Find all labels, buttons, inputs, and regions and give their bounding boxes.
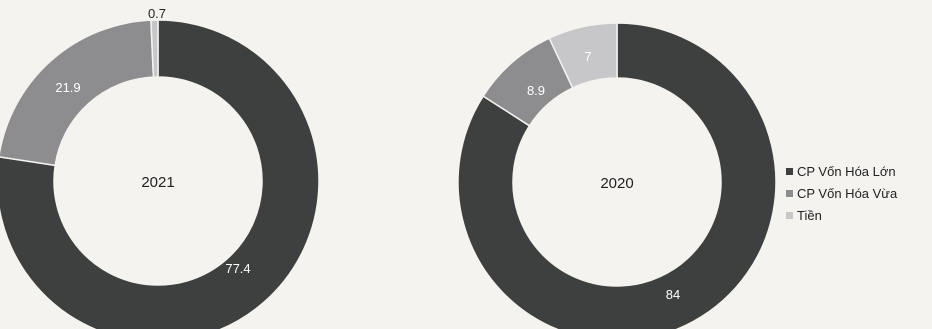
data-label-2020-large-cap: 84	[666, 287, 680, 302]
data-label-2020-mid-cap: 8.9	[527, 83, 545, 98]
data-label-2021-mid-cap: 21.9	[55, 80, 80, 95]
legend-swatch-cash	[786, 211, 793, 219]
slice-2020-large-cap	[457, 22, 777, 329]
data-label-2021-large-cap: 77.4	[225, 261, 250, 276]
data-label-2021-cash: 0.7	[148, 6, 166, 21]
legend-swatch-mid-cap	[786, 189, 793, 197]
legend-item-large-cap: CP Vốn Hóa Lớn	[786, 160, 897, 182]
legend-label-large-cap: CP Vốn Hóa Lớn	[797, 163, 896, 179]
chart-legend: CP Vốn Hóa Lớn CP Vốn Hóa Vừa Tiền	[786, 160, 897, 226]
data-label-2020-cash: 7	[584, 49, 591, 64]
legend-swatch-large-cap	[786, 167, 793, 175]
legend-label-cash: Tiền	[797, 207, 822, 223]
slice-2021-large-cap	[0, 19, 320, 329]
center-label-2021: 2021	[141, 174, 174, 191]
slice-2020-cash	[548, 22, 618, 89]
donut-2021: 77.4 21.9 0.7 2021	[0, 6, 320, 329]
center-label-2020: 2020	[600, 175, 633, 192]
legend-label-mid-cap: CP Vốn Hóa Vừa	[797, 185, 898, 201]
legend-item-mid-cap: CP Vốn Hóa Vừa	[786, 182, 897, 204]
donut-2020: 84 8.9 7 2020	[457, 22, 777, 329]
slice-2021-cash	[150, 19, 159, 78]
legend-item-cash: Tiền	[786, 204, 897, 226]
